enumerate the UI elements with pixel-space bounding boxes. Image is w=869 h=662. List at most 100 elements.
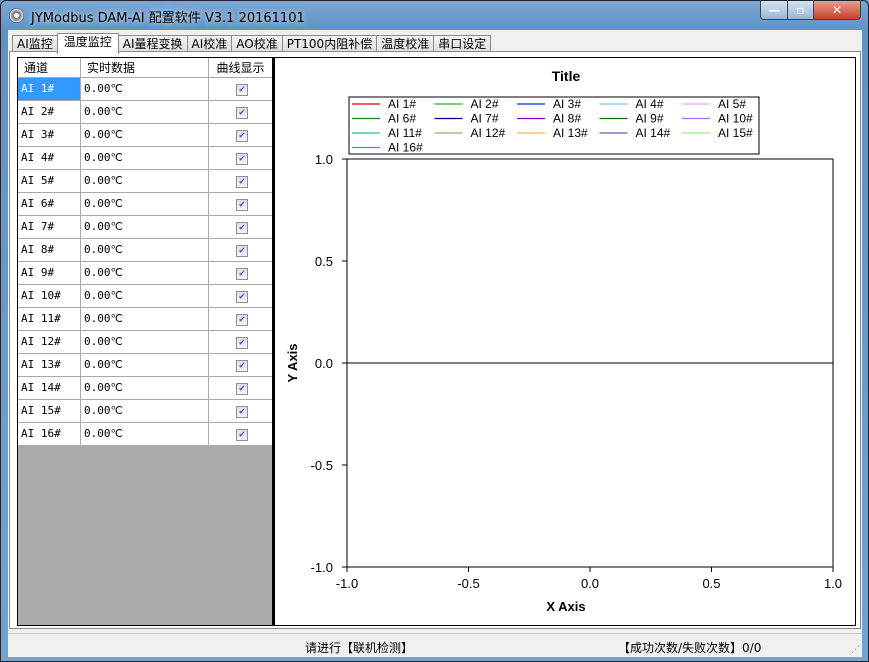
table-row[interactable]: AI 4# 0.00℃ ✔	[18, 147, 272, 170]
legend-entry: AI 16#	[388, 141, 423, 155]
show-curve-checkbox[interactable]: ✔	[236, 107, 248, 119]
channel-cell[interactable]: AI 15#	[18, 400, 81, 422]
y-axis-label: Y Axis	[285, 343, 300, 382]
channel-cell[interactable]: AI 13#	[18, 354, 81, 376]
show-curve-checkbox[interactable]: ✔	[236, 360, 248, 372]
channel-cell[interactable]: AI 9#	[18, 262, 81, 284]
tab-6[interactable]: 温度校准	[376, 35, 435, 53]
status-counter: 【成功次数/失败次数】0/0	[618, 641, 762, 655]
tab-4[interactable]: AO校准	[231, 35, 283, 53]
y-tick-label: 1.0	[315, 152, 333, 167]
resize-grip[interactable]: ⋰	[851, 645, 860, 655]
header-channel[interactable]: 通道	[18, 58, 81, 77]
table-row[interactable]: AI 8# 0.00℃ ✔	[18, 239, 272, 262]
value-cell: 0.00℃	[81, 354, 209, 376]
tab-1[interactable]: 温度监控	[56, 33, 119, 54]
maximize-button[interactable]: ▫	[787, 1, 814, 20]
x-tick-label: -1.0	[336, 576, 358, 591]
y-tick-label: -0.5	[311, 458, 333, 473]
x-tick-label: -0.5	[457, 576, 479, 591]
show-curve-cell: ✔	[209, 124, 272, 146]
minimize-button[interactable]: —	[760, 1, 788, 20]
legend-entry: AI 8#	[553, 112, 581, 126]
show-curve-checkbox[interactable]: ✔	[236, 429, 248, 441]
header-value[interactable]: 实时数据	[81, 58, 209, 77]
table-row[interactable]: AI 13# 0.00℃ ✔	[18, 354, 272, 377]
show-curve-checkbox[interactable]: ✔	[236, 245, 248, 257]
show-curve-cell: ✔	[209, 262, 272, 284]
show-curve-checkbox[interactable]: ✔	[236, 130, 248, 142]
show-curve-cell: ✔	[209, 193, 272, 215]
table-row[interactable]: AI 15# 0.00℃ ✔	[18, 400, 272, 423]
value-cell: 0.00℃	[81, 193, 209, 215]
show-curve-cell: ✔	[209, 354, 272, 376]
channel-cell[interactable]: AI 3#	[18, 124, 81, 146]
value-cell: 0.00℃	[81, 239, 209, 261]
tab-3[interactable]: AI校准	[186, 35, 233, 53]
window-title: JYModbus DAM-AI 配置软件 V3.1 20161101	[31, 11, 305, 26]
show-curve-checkbox[interactable]: ✔	[236, 176, 248, 188]
close-button[interactable]: ✕	[813, 1, 861, 20]
table-row[interactable]: AI 12# 0.00℃ ✔	[18, 331, 272, 354]
value-cell: 0.00℃	[81, 170, 209, 192]
channel-cell[interactable]: AI 8#	[18, 239, 81, 261]
channel-cell[interactable]: AI 4#	[18, 147, 81, 169]
channel-cell[interactable]: AI 5#	[18, 170, 81, 192]
table-row[interactable]: AI 6# 0.00℃ ✔	[18, 193, 272, 216]
show-curve-checkbox[interactable]: ✔	[236, 406, 248, 418]
table-row[interactable]: AI 11# 0.00℃ ✔	[18, 308, 272, 331]
table-row[interactable]: AI 5# 0.00℃ ✔	[18, 170, 272, 193]
show-curve-checkbox[interactable]: ✔	[236, 383, 248, 395]
legend-entry: AI 15#	[718, 126, 753, 140]
show-curve-cell: ✔	[209, 423, 272, 445]
legend-entry: AI 1#	[388, 97, 416, 111]
show-curve-checkbox[interactable]: ✔	[236, 291, 248, 303]
table-row[interactable]: AI 10# 0.00℃ ✔	[18, 285, 272, 308]
legend	[348, 96, 760, 155]
show-curve-checkbox[interactable]: ✔	[236, 222, 248, 234]
legend-entry: AI 7#	[471, 112, 499, 126]
show-curve-checkbox[interactable]: ✔	[236, 268, 248, 280]
show-curve-cell: ✔	[209, 308, 272, 330]
value-cell: 0.00℃	[81, 400, 209, 422]
table-row[interactable]: AI 2# 0.00℃ ✔	[18, 101, 272, 124]
tab-2[interactable]: AI量程变换	[117, 35, 188, 53]
channel-cell[interactable]: AI 12#	[18, 331, 81, 353]
table-row[interactable]: AI 3# 0.00℃ ✔	[18, 124, 272, 147]
show-curve-checkbox[interactable]: ✔	[236, 337, 248, 349]
show-curve-cell: ✔	[209, 78, 272, 100]
x-tick-label: 0.5	[702, 576, 720, 591]
show-curve-checkbox[interactable]: ✔	[236, 199, 248, 211]
show-curve-checkbox[interactable]: ✔	[236, 314, 248, 326]
value-cell: 0.00℃	[81, 216, 209, 238]
table-row[interactable]: AI 16# 0.00℃ ✔	[18, 423, 272, 446]
show-curve-cell: ✔	[209, 285, 272, 307]
legend-entry: AI 12#	[471, 126, 506, 140]
header-show-curve[interactable]: 曲线显示	[216, 61, 265, 75]
table-row[interactable]: AI 14# 0.00℃ ✔	[18, 377, 272, 400]
legend-entry: AI 4#	[636, 97, 664, 111]
channel-cell[interactable]: AI 10#	[18, 285, 81, 307]
show-curve-checkbox[interactable]: ✔	[236, 153, 248, 165]
channel-cell[interactable]: AI 6#	[18, 193, 81, 215]
legend-entry: AI 6#	[388, 112, 416, 126]
value-cell: 0.00℃	[81, 101, 209, 123]
channel-cell[interactable]: AI 7#	[18, 216, 81, 238]
table-row[interactable]: AI 9# 0.00℃ ✔	[18, 262, 272, 285]
tab-7[interactable]: 串口设定	[433, 35, 492, 53]
channel-cell[interactable]: AI 16#	[18, 423, 81, 445]
table-header: 通道 实时数据 曲线显示	[18, 58, 272, 78]
table-row[interactable]: AI 7# 0.00℃ ✔	[18, 216, 272, 239]
value-cell: 0.00℃	[81, 377, 209, 399]
channel-cell[interactable]: AI 2#	[18, 101, 81, 123]
value-cell: 0.00℃	[81, 78, 209, 100]
channel-cell[interactable]: AI 11#	[18, 308, 81, 330]
show-curve-cell: ✔	[209, 101, 272, 123]
show-curve-checkbox[interactable]: ✔	[236, 84, 248, 96]
value-cell: 0.00℃	[81, 331, 209, 353]
channel-cell[interactable]: AI 1#	[18, 78, 81, 100]
channel-cell[interactable]: AI 14#	[18, 377, 81, 399]
y-tick-label: 0.0	[315, 356, 333, 371]
tab-5[interactable]: PT100内阻补偿	[281, 35, 378, 53]
table-row[interactable]: AI 1# 0.00℃ ✔	[18, 78, 272, 101]
